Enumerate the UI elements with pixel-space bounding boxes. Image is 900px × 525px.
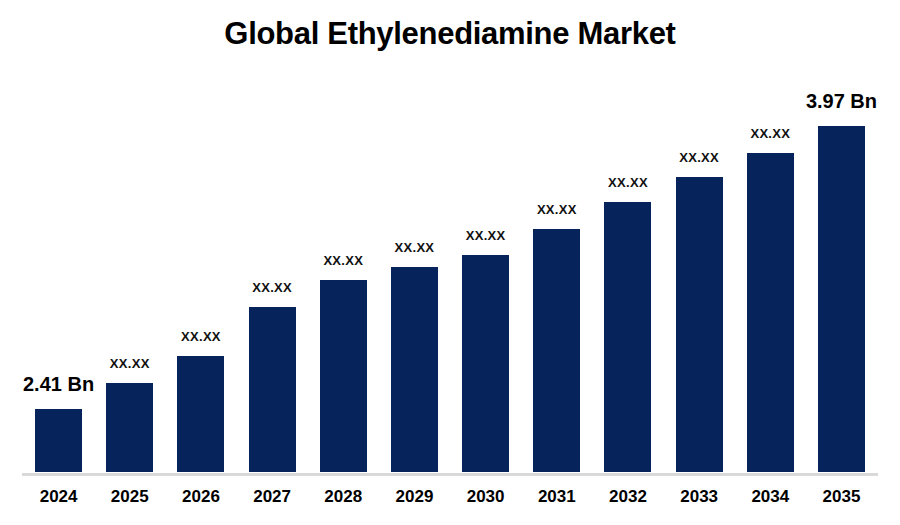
x-axis-line	[22, 473, 878, 476]
bar-value-label: XX.XX	[537, 202, 577, 217]
x-axis-tick-label: 2034	[735, 487, 806, 507]
bar	[462, 255, 509, 472]
x-axis-tick-label: 2031	[521, 487, 592, 507]
bar	[391, 267, 438, 472]
bar-value-label: XX.XX	[608, 175, 648, 190]
bar-group: XX.XX	[735, 126, 806, 472]
bar	[604, 202, 651, 472]
x-axis-tick-label: 2029	[379, 487, 450, 507]
bar-group: XX.XX	[237, 280, 308, 472]
x-axis-tick-label: 2025	[94, 487, 165, 507]
x-axis-tick-label: 2032	[592, 487, 663, 507]
x-axis-labels: 2024 2025 2026 2027 2028 2029 2030 2031 …	[23, 487, 877, 507]
x-axis-tick-label: 2033	[664, 487, 735, 507]
bar-value-label: 2.41 Bn	[23, 373, 94, 396]
bar-value-label: 3.97 Bn	[806, 90, 877, 113]
bar	[747, 153, 794, 472]
bar-group: XX.XX	[450, 228, 521, 472]
bar-group: XX.XX	[379, 240, 450, 472]
bar-value-label: XX.XX	[110, 356, 150, 371]
bar-value-label: XX.XX	[323, 253, 363, 268]
bar-group: XX.XX	[592, 175, 663, 472]
x-axis-tick-label: 2035	[806, 487, 877, 507]
chart-title: Global Ethylenediamine Market	[0, 16, 900, 52]
bar	[249, 307, 296, 472]
x-axis-tick-label: 2024	[23, 487, 94, 507]
x-axis-tick-label: 2026	[165, 487, 236, 507]
bar-group: XX.XX	[521, 202, 592, 472]
bar-group: XX.XX	[308, 253, 379, 472]
bar	[818, 126, 865, 472]
x-axis-tick-label: 2030	[450, 487, 521, 507]
bar-group: 2.41 Bn	[23, 373, 94, 472]
bar	[676, 177, 723, 472]
bar-value-label: XX.XX	[466, 228, 506, 243]
x-axis-tick-label: 2028	[308, 487, 379, 507]
bar-value-label: XX.XX	[750, 126, 790, 141]
bar-value-label: XX.XX	[395, 240, 435, 255]
plot-area: 2.41 Bn XX.XX XX.XX XX.XX XX.XX XX.XX XX…	[23, 80, 877, 472]
bar-value-label: XX.XX	[679, 150, 719, 165]
x-axis-tick-label: 2027	[237, 487, 308, 507]
bar	[177, 356, 224, 472]
bar-value-label: XX.XX	[181, 329, 221, 344]
bar-value-label: XX.XX	[252, 280, 292, 295]
bar	[106, 383, 153, 472]
bar-group: 3.97 Bn	[806, 90, 877, 472]
chart-canvas: Global Ethylenediamine Market 2.41 Bn XX…	[0, 0, 900, 525]
bar-group: XX.XX	[664, 150, 735, 472]
bar	[533, 229, 580, 472]
bar	[35, 409, 82, 472]
bar-group: XX.XX	[94, 356, 165, 472]
bar-group: XX.XX	[165, 329, 236, 472]
bar	[320, 280, 367, 472]
